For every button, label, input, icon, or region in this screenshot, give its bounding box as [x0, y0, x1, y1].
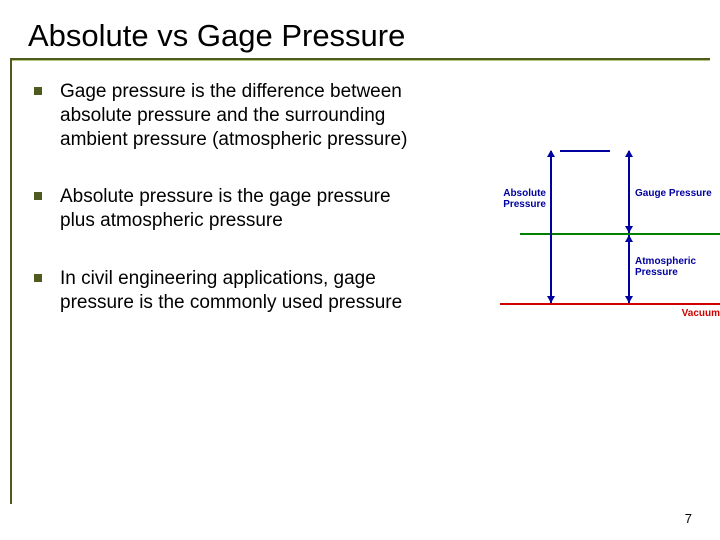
- bullet-text: Absolute pressure is the gage pressure p…: [60, 185, 424, 233]
- bullet-text: Gage pressure is the difference between …: [60, 80, 424, 151]
- gauge-arrow: [628, 151, 630, 233]
- title-underline-light: [10, 60, 710, 61]
- arrowhead-up-icon: [547, 150, 555, 157]
- absolute-arrow: [550, 151, 552, 303]
- slide: Absolute vs Gage Pressure Gage pressure …: [0, 0, 720, 540]
- arrowhead-up-icon: [625, 235, 633, 242]
- arrowhead-down-icon: [625, 226, 633, 233]
- absolute-label: Absolute Pressure: [498, 188, 546, 210]
- pressure-diagram: Absolute Pressure Gauge Pressure Atmosph…: [470, 148, 720, 348]
- bullet-item: Gage pressure is the difference between …: [34, 80, 424, 151]
- arrowhead-up-icon: [625, 150, 633, 157]
- bullet-list: Gage pressure is the difference between …: [34, 80, 424, 348]
- bullet-item: Absolute pressure is the gage pressure p…: [34, 185, 424, 233]
- page-number: 7: [685, 511, 692, 526]
- bullet-item: In civil engineering applications, gage …: [34, 267, 424, 315]
- arrowhead-down-icon: [547, 296, 555, 303]
- diagram-top-line: [560, 150, 610, 152]
- arrowhead-down-icon: [625, 296, 633, 303]
- bullet-text: In civil engineering applications, gage …: [60, 267, 424, 315]
- atmospheric-label: Atmospheric Pressure: [635, 256, 696, 278]
- left-accent-bar: [10, 58, 12, 504]
- gauge-label: Gauge Pressure: [635, 188, 712, 199]
- bullet-marker-icon: [34, 87, 42, 95]
- diagram-bottom-line: [500, 303, 720, 305]
- atmospheric-arrow: [628, 235, 630, 303]
- slide-title: Absolute vs Gage Pressure: [28, 18, 692, 60]
- bullet-marker-icon: [34, 192, 42, 200]
- vacuum-label: Vacuum: [682, 308, 720, 319]
- bullet-marker-icon: [34, 274, 42, 282]
